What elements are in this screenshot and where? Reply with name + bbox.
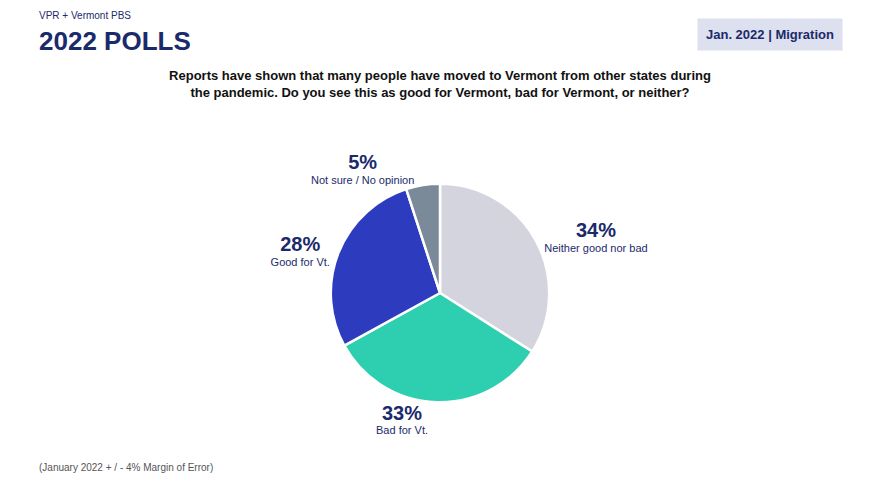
svg-text:Reports have shown that many p: Reports have shown that many people have…: [169, 68, 711, 100]
svg-text:28%Good for Vt.: 28%Good for Vt.: [271, 233, 330, 267]
svg-text:Jan. 2022 | Migration: Jan. 2022 | Migration: [706, 27, 834, 42]
svg-text:33%Bad for Vt.: 33%Bad for Vt.: [376, 402, 428, 436]
svg-text:5%Not sure / No opinion: 5%Not sure / No opinion: [311, 151, 414, 185]
svg-text:(January 2022 + / - 4% Margin: (January 2022 + / - 4% Margin of Error): [39, 462, 213, 473]
svg-text:VPR + Vermont PBS: VPR + Vermont PBS: [39, 10, 131, 21]
svg-text:34%Neither good nor bad: 34%Neither good nor bad: [544, 219, 647, 253]
svg-text:2022 POLLS: 2022 POLLS: [39, 26, 191, 56]
